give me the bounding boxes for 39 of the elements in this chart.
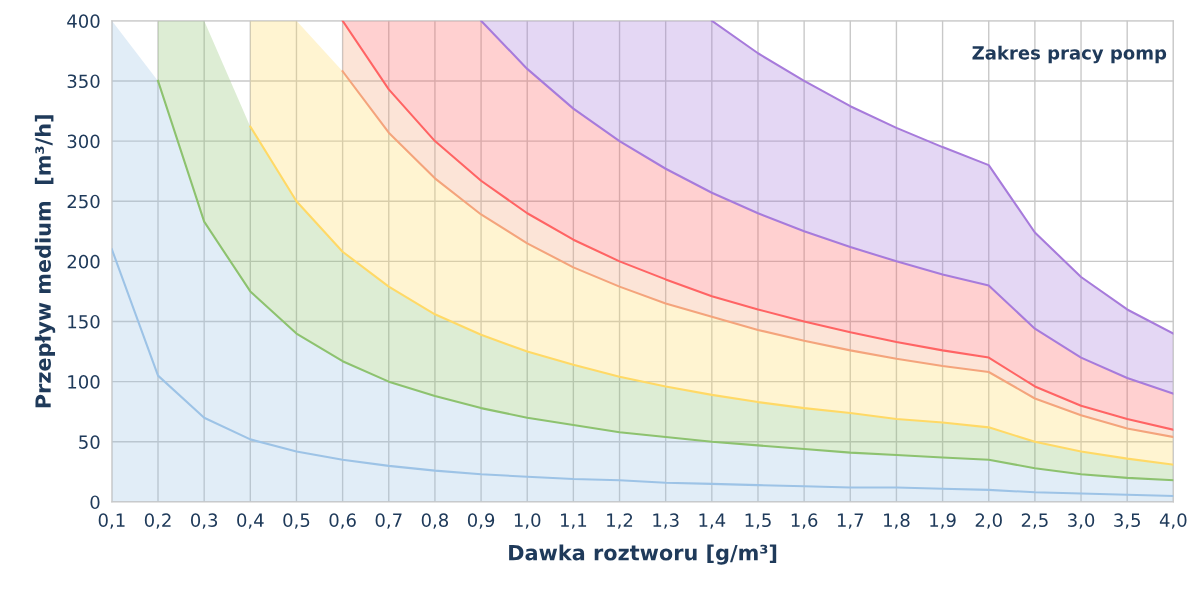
x-axis-title: Dawka roztworu [g/m³] [509, 544, 777, 565]
annotation: Zakres pracy pomp [972, 45, 1167, 64]
x-tick-label: 2,5 [1021, 513, 1048, 529]
line-series [111, 248, 1174, 497]
x-tick-label: 0,7 [375, 513, 402, 529]
x-tick-label: 1,4 [699, 513, 726, 529]
y-tick-label: 300 [67, 134, 100, 149]
x-tick-label: 0,4 [237, 513, 264, 529]
y-tick-label: 50 [79, 435, 100, 449]
x-tick-label: 1,7 [837, 513, 864, 529]
x-tick-label: 2,0 [975, 513, 1002, 529]
x-tick-label: 4,0 [1159, 513, 1187, 529]
x-tick-label: 1,5 [745, 513, 771, 529]
y-tick-label: 100 [68, 375, 100, 389]
x-tick-label: 0,1 [98, 513, 125, 529]
x-tick-label: 3,0 [1068, 513, 1095, 529]
x-tick-label: 0,9 [467, 513, 495, 529]
y-tick-label: 250 [67, 194, 100, 209]
x-tick-label: 0,8 [421, 513, 449, 529]
x-tick-label: 0,6 [329, 513, 356, 529]
y-tick-label: 200 [67, 254, 100, 269]
x-tick-label: 1,1 [561, 513, 587, 529]
y-tick-label: 0 [90, 495, 100, 510]
x-tick-label: 0,3 [191, 513, 218, 529]
y-tick-label: 150 [68, 314, 100, 329]
line-series [249, 125, 1174, 466]
x-tick-label: 0,2 [144, 513, 171, 529]
y-tick-label: 400 [67, 14, 100, 28]
x-tick-label: 3,5 [1114, 513, 1140, 529]
x-tick-label: 1,8 [884, 513, 910, 529]
x-tick-label: 1,6 [791, 513, 818, 529]
x-tick-label: 1,3 [653, 513, 679, 529]
y-tick-label: 350 [67, 74, 100, 89]
x-tick-label: 1,0 [514, 513, 541, 529]
x-tick-label: 1,2 [607, 513, 633, 529]
x-tick-label: 1,9 [930, 513, 956, 529]
x-tick-label: 0,5 [283, 513, 310, 529]
y-axis-title: Przepływ medium [m³/h] [34, 115, 56, 408]
line-series [710, 20, 1174, 335]
